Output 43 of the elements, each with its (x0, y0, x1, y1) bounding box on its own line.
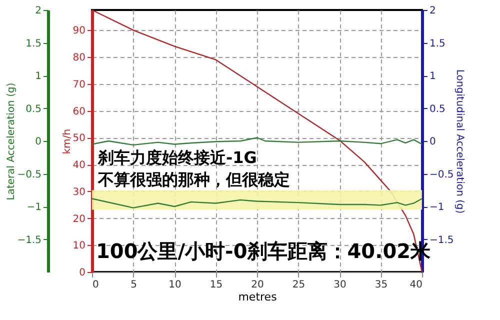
x-tick-label: 25 (292, 280, 306, 290)
y-tick-label: 50 (72, 133, 86, 144)
y3-tick-label: 0.5 (26, 104, 42, 115)
y2-tick-label: 2 (430, 6, 436, 16)
y-tick-label: 70 (72, 79, 86, 90)
x-tick-label: 20 (251, 280, 264, 290)
y2-tick-label: 0 (430, 136, 436, 148)
y2-tick-label: 1.5 (430, 38, 446, 50)
y3-tick-label: 2 (35, 6, 42, 16)
line-series (91, 137, 423, 146)
y3-tick-label: 1.5 (26, 38, 42, 50)
x-axis-title: metres (238, 290, 278, 304)
y2-tick-label: −1 (430, 202, 444, 213)
annotation: 不算很强的那种，但很稳定 (97, 170, 290, 189)
y2-tick-label: 0.5 (430, 104, 446, 115)
x-tick-label: 35 (374, 280, 388, 290)
y2-tick-label: −1.5 (430, 234, 454, 246)
y-tick-label: 60 (72, 106, 86, 118)
y3-tick-label: 1 (35, 71, 42, 82)
y-tick-label: 10 (72, 240, 86, 252)
y-tick-label: 90 (72, 26, 86, 37)
y3-tick-label: −1 (26, 202, 42, 213)
y3-axis-title: Lateral Acceleration (g) (6, 82, 18, 200)
annotation: 刹车力度始终接近-1G (97, 148, 257, 167)
y-tick-label: 0 (79, 268, 86, 278)
x-tick-label: 0 (92, 280, 99, 290)
y-tick-label: 80 (72, 52, 86, 64)
y-tick-label: 20 (72, 214, 86, 225)
y-tick-label: 40 (72, 160, 86, 172)
y-tick-label: 30 (72, 186, 86, 198)
y3-tick-label: 0 (35, 136, 42, 148)
y-axis-title: km/h (62, 128, 73, 154)
y2-tick-label: 1 (430, 71, 436, 82)
x-tick-label: 40 (410, 280, 422, 290)
x-tick-label: 10 (168, 280, 182, 290)
y3-tick-label: −1.5 (17, 234, 42, 246)
x-tick-label: 5 (130, 280, 137, 290)
y3-tick-label: −0.5 (17, 169, 42, 180)
line-series (91, 198, 423, 208)
y2-tick-label: −0.5 (430, 169, 454, 180)
x-tick-label: 30 (334, 280, 346, 290)
y2-axis-title: Longitudinal Acceleration (g) (454, 69, 465, 214)
x-tick-label: 15 (210, 280, 223, 290)
